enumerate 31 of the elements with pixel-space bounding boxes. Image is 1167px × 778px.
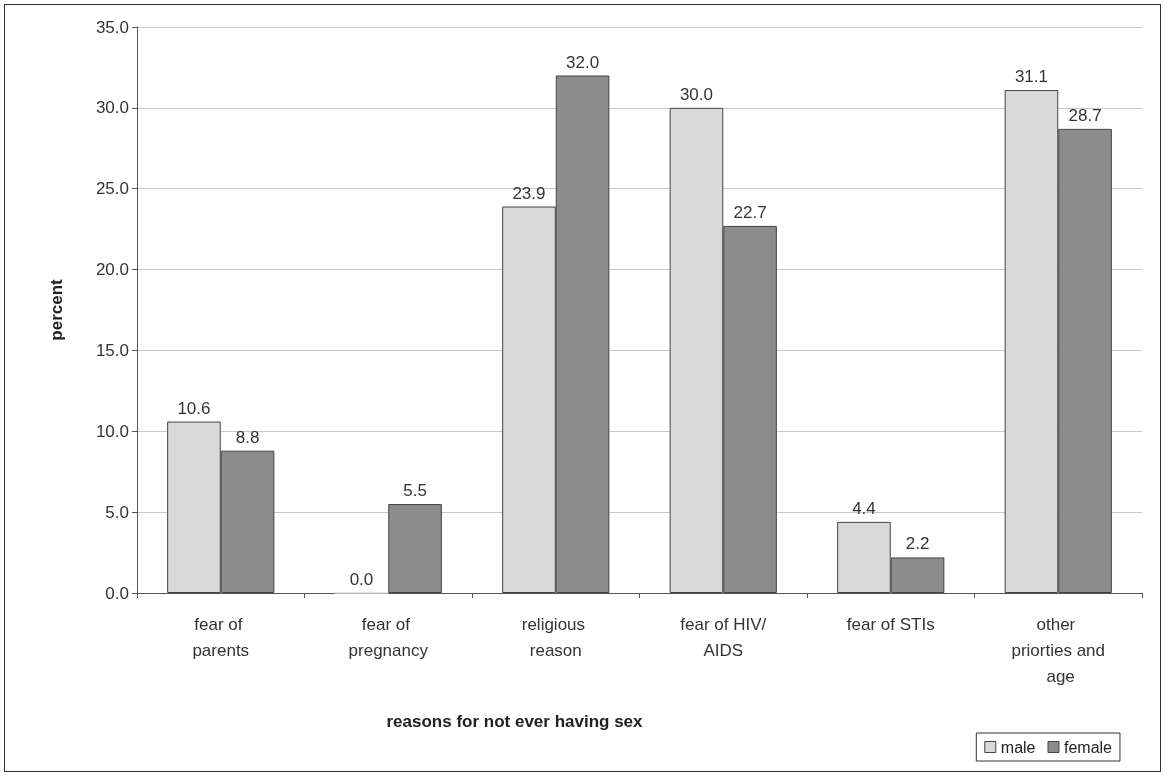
x-tick-label: fear of STIs	[846, 614, 935, 634]
y-tick-label: 35.0	[95, 17, 129, 37]
y-tick-label: 25.0	[95, 179, 129, 199]
data-label: 0.0	[349, 569, 374, 589]
x-tick-label: other priorties and age	[1011, 614, 1106, 686]
y-tick-label: 0.0	[105, 583, 129, 603]
x-tick-label: fear of HIV/AIDS	[680, 614, 767, 660]
y-tick-label: 15.0	[95, 340, 129, 360]
x-tick-label: fear of pregnancy	[348, 614, 429, 660]
y-tick-label: 5.0	[105, 502, 129, 522]
x-tick-label: religious reason	[521, 614, 590, 660]
x-axis-title: reasons for not ever having sex	[386, 712, 644, 731]
y-tick-label: 20.0	[95, 260, 129, 280]
data-label: 31.1	[1014, 67, 1048, 87]
y-tick-label: 10.0	[95, 421, 129, 441]
data-label: 22.7	[733, 202, 767, 222]
y-axis-title: percent	[47, 278, 66, 341]
data-label: 4.4	[852, 498, 876, 518]
data-label: 2.2	[905, 534, 930, 554]
data-label: 30.0	[679, 84, 713, 104]
y-tick-label: 30.0	[95, 98, 129, 118]
data-label: 28.7	[1068, 105, 1102, 125]
data-label: 8.8	[235, 427, 260, 447]
data-label: 10.6	[177, 398, 211, 418]
data-label: 32.0	[566, 52, 600, 72]
data-label: 23.9	[512, 183, 546, 203]
legend-label: female	[1063, 738, 1113, 756]
legend-label: male	[1000, 738, 1036, 756]
bar	[388, 504, 442, 593]
data-label: 5.5	[403, 481, 427, 501]
x-tick-label: fear of parents	[192, 614, 250, 660]
